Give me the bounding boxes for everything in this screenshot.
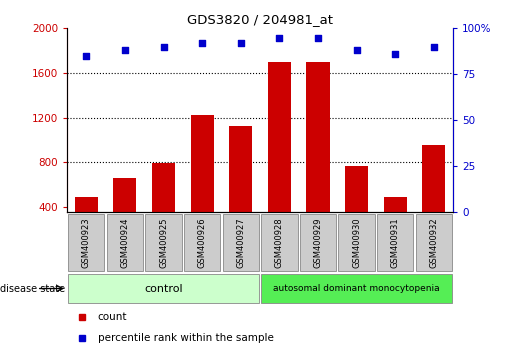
FancyBboxPatch shape xyxy=(145,213,182,272)
Text: GSM400929: GSM400929 xyxy=(314,217,322,268)
Text: GSM400928: GSM400928 xyxy=(275,217,284,268)
FancyBboxPatch shape xyxy=(300,213,336,272)
Point xyxy=(275,35,283,40)
FancyBboxPatch shape xyxy=(377,213,414,272)
Bar xyxy=(384,197,407,251)
Text: percentile rank within the sample: percentile rank within the sample xyxy=(98,332,274,343)
FancyBboxPatch shape xyxy=(68,213,105,272)
Point xyxy=(82,53,91,59)
FancyBboxPatch shape xyxy=(184,213,220,272)
FancyBboxPatch shape xyxy=(107,213,143,272)
FancyBboxPatch shape xyxy=(261,213,298,272)
Text: GSM400932: GSM400932 xyxy=(430,217,438,268)
Bar xyxy=(345,166,368,251)
Text: GSM400930: GSM400930 xyxy=(352,217,361,268)
Point xyxy=(352,47,360,53)
Text: GSM400923: GSM400923 xyxy=(82,217,91,268)
FancyBboxPatch shape xyxy=(416,213,452,272)
Text: count: count xyxy=(98,312,127,322)
Bar xyxy=(191,115,214,251)
Bar xyxy=(113,178,136,251)
Point xyxy=(198,40,206,46)
Text: control: control xyxy=(144,284,183,293)
Text: GSM400925: GSM400925 xyxy=(159,217,168,268)
FancyBboxPatch shape xyxy=(338,213,375,272)
Bar xyxy=(75,197,98,251)
Bar xyxy=(229,126,252,251)
Point xyxy=(314,35,322,40)
Point xyxy=(430,44,438,50)
Bar xyxy=(268,62,291,251)
Text: disease state: disease state xyxy=(0,284,65,293)
Point xyxy=(391,51,400,57)
FancyBboxPatch shape xyxy=(68,274,259,303)
Text: GSM400927: GSM400927 xyxy=(236,217,245,268)
Point xyxy=(236,40,245,46)
Bar xyxy=(152,163,175,251)
Text: GSM400924: GSM400924 xyxy=(121,217,129,268)
FancyBboxPatch shape xyxy=(261,274,452,303)
Point xyxy=(159,44,167,50)
Bar xyxy=(306,62,330,251)
Text: autosomal dominant monocytopenia: autosomal dominant monocytopenia xyxy=(273,284,440,293)
Point xyxy=(121,47,129,53)
Bar xyxy=(422,145,445,251)
Text: GSM400931: GSM400931 xyxy=(391,217,400,268)
Title: GDS3820 / 204981_at: GDS3820 / 204981_at xyxy=(187,13,333,26)
FancyBboxPatch shape xyxy=(222,213,259,272)
Text: GSM400926: GSM400926 xyxy=(198,217,207,268)
